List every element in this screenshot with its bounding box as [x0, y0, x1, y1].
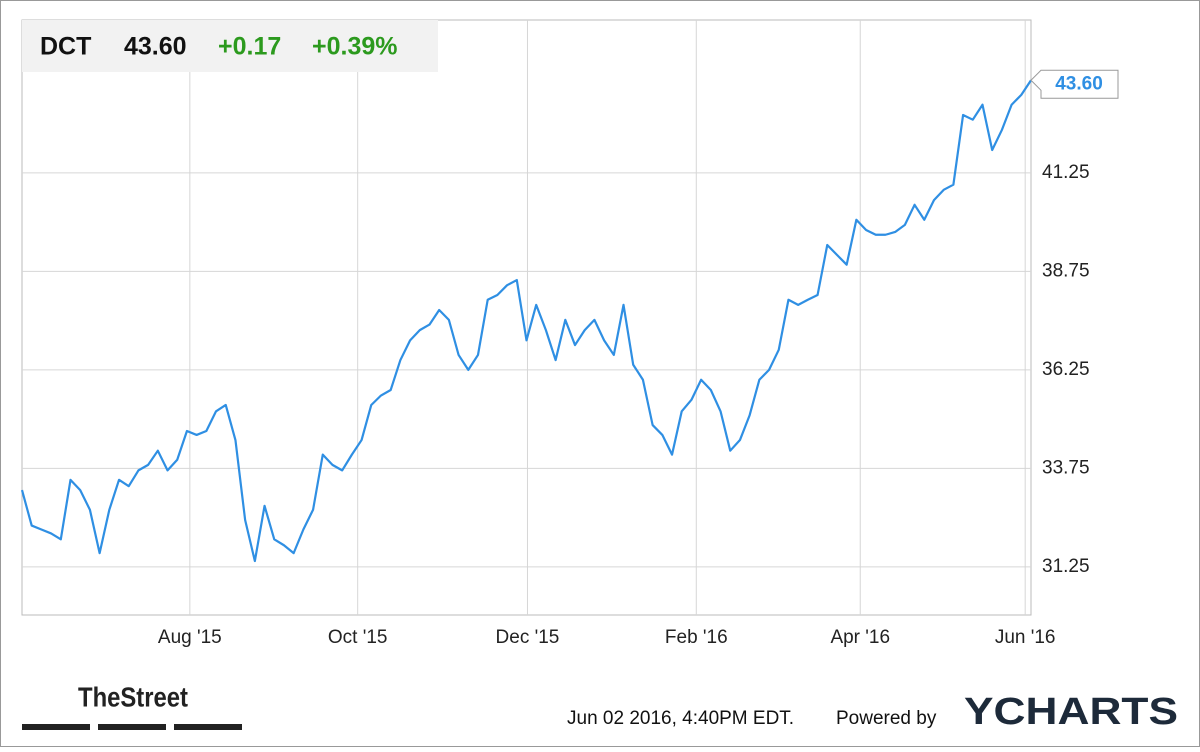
x-tick-label: Feb '16 — [665, 627, 728, 648]
x-tick-label: Oct '15 — [328, 627, 388, 648]
brand-logo: YCHARTS — [964, 691, 1178, 733]
price-callout — [1030, 69, 1119, 99]
x-tick-label: Jun '16 — [995, 627, 1056, 648]
logo-bar — [174, 724, 242, 730]
y-tick-label: 36.25 — [1042, 359, 1090, 380]
logo-bar — [22, 724, 90, 730]
header-box — [22, 20, 438, 72]
timestamp: Jun 02 2016, 4:40PM EDT. — [567, 708, 794, 729]
y-tick-label: 41.25 — [1042, 162, 1090, 183]
y-tick-label: 33.75 — [1042, 457, 1090, 478]
x-tick-label: Dec '15 — [496, 627, 560, 648]
y-tick-label: 31.25 — [1042, 556, 1090, 577]
credit: Powered by — [836, 708, 937, 729]
price-line — [20, 79, 1032, 563]
y-tick-label: 38.75 — [1042, 260, 1090, 281]
source-logo: TheStreet — [78, 681, 188, 712]
price-callout-label: 43.60 — [1055, 73, 1103, 94]
symbol: DCT — [40, 33, 91, 61]
logo-bar — [98, 724, 166, 730]
change-percent: +0.39% — [312, 33, 398, 61]
plot-area — [21, 19, 1032, 616]
price: 43.60 — [124, 33, 187, 61]
x-tick-label: Apr '16 — [830, 627, 890, 648]
grid — [22, 20, 1031, 615]
x-tick-label: Aug '15 — [158, 627, 222, 648]
change: +0.17 — [218, 33, 281, 61]
